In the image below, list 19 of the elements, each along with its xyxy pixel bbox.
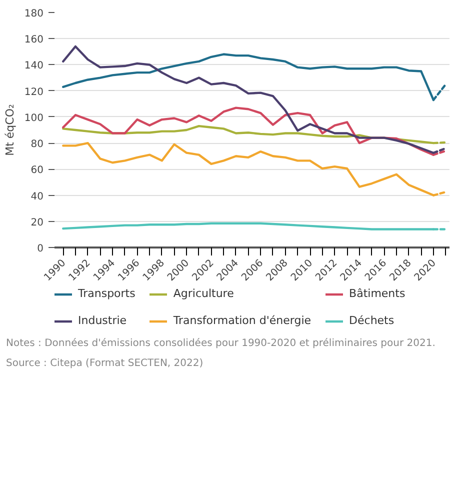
y-tick-label: 160 [24, 34, 44, 46]
y-tick-label: 20 [30, 217, 44, 228]
source-note: Source : Citepa (Format SECTEN, 2022) [6, 357, 204, 372]
y-tick-label: 60 [30, 165, 44, 176]
legend-label: Bâtiments [349, 287, 406, 300]
legend-label: Transports [78, 287, 136, 300]
y-tick-label: 80 [30, 139, 44, 150]
y-tick-label: 180 [24, 8, 44, 20]
y-tick-label: 0 [37, 244, 44, 254]
y-tick-label: 100 [24, 112, 44, 124]
legend-label: Agriculture [173, 287, 234, 300]
text: Notes : Données d'émissions consolidées pour 1990-2020 et préliminaires pour 2021. [6, 337, 436, 351]
legend-label: Industrie [78, 314, 127, 327]
y-tick-label: 40 [30, 191, 44, 202]
legend-label: Transformation d'énergie [173, 314, 312, 327]
y-tick-label: 140 [24, 60, 44, 72]
y-axis-title: Mt éqCO₂ [3, 104, 16, 156]
legend-label: Déchets [349, 314, 394, 327]
y-tick-label: 120 [24, 86, 44, 98]
